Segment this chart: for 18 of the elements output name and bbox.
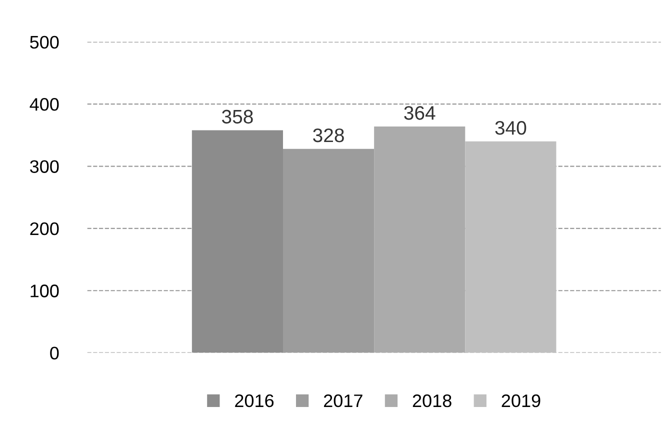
bar — [465, 141, 556, 353]
legend-label: 2018 — [412, 394, 452, 408]
y-tick-label: 500 — [30, 36, 59, 49]
legend-label: 2017 — [324, 394, 362, 408]
legend-label: 2019 — [502, 394, 540, 408]
y-tick-label: 100 — [30, 284, 59, 298]
data-label: 340 — [495, 120, 526, 135]
bar — [374, 126, 466, 353]
y-tick-label: 300 — [30, 160, 59, 173]
data-label: 328 — [313, 128, 344, 142]
data-label: 358 — [222, 110, 253, 124]
y-tick-label: 400 — [30, 98, 59, 111]
data-label: 364 — [404, 106, 436, 120]
bar — [283, 148, 374, 353]
y-tick-label: 200 — [30, 222, 59, 236]
legend-label: 2016 — [235, 394, 274, 408]
bar — [192, 130, 284, 353]
y-tick-label: 0 — [50, 346, 59, 360]
